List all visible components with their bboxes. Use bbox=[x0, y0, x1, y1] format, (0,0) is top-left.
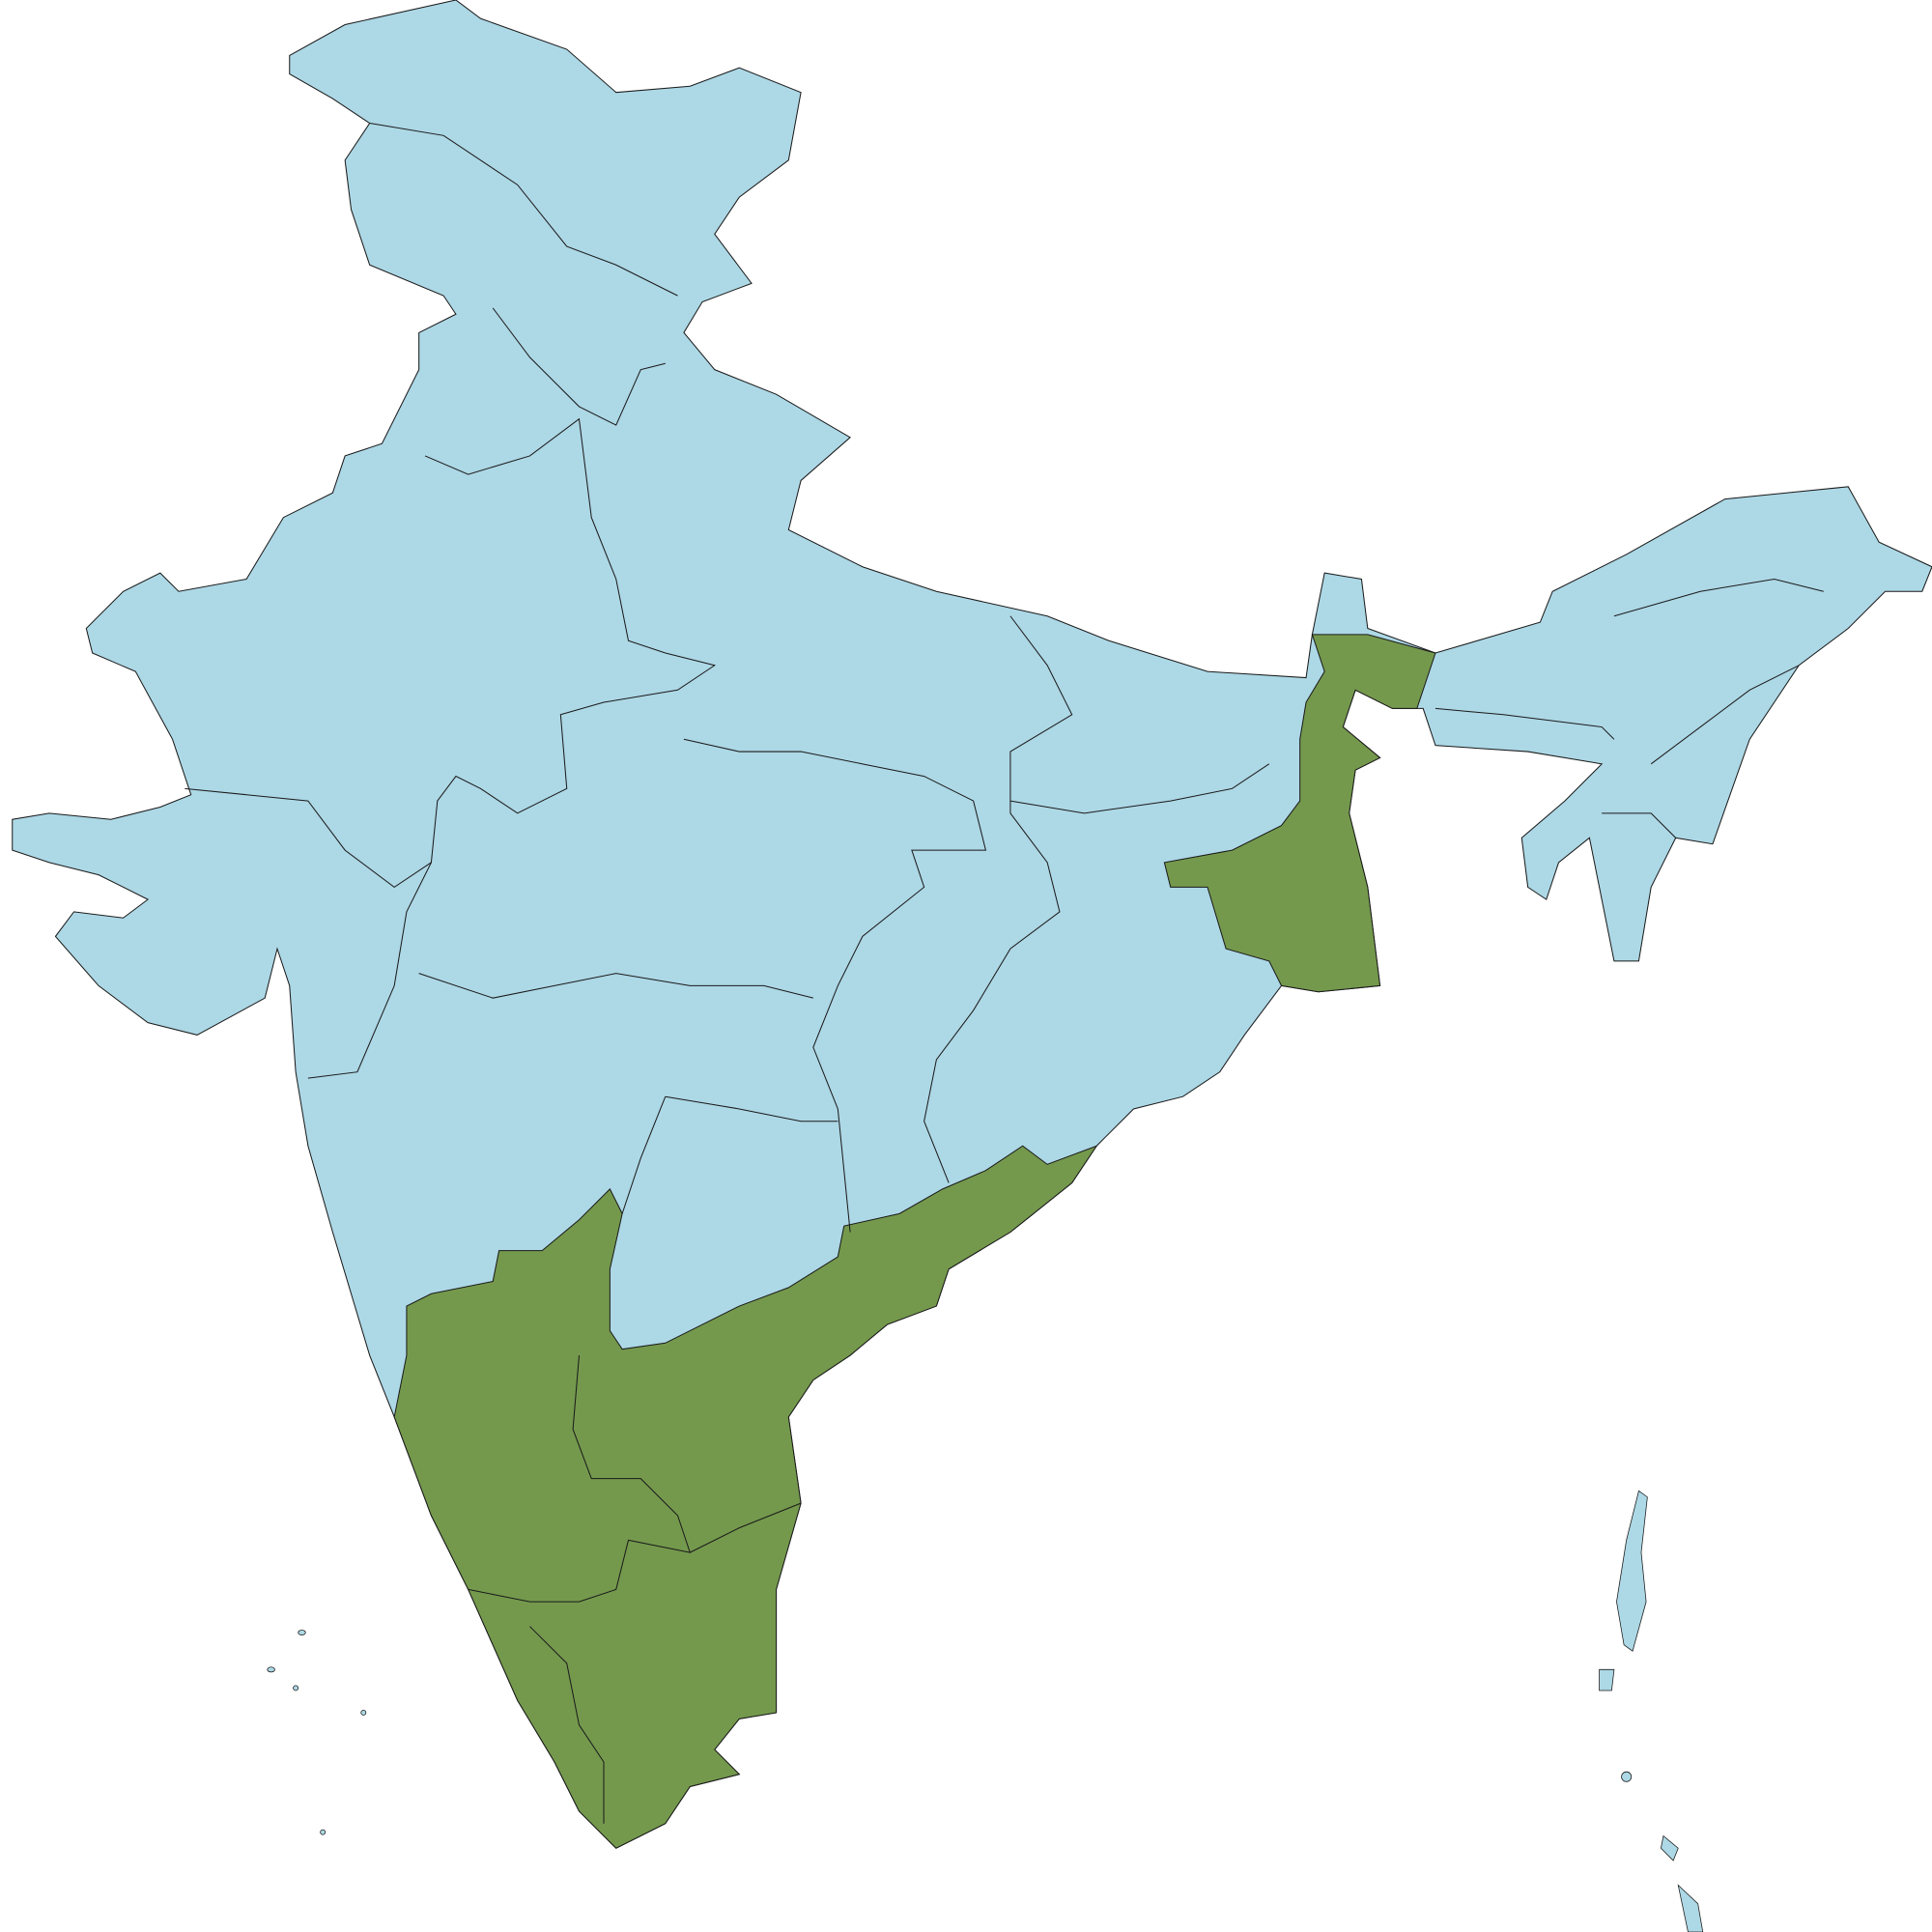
island-west-3 bbox=[293, 1685, 299, 1691]
island-east-5 bbox=[1677, 1884, 1704, 1932]
country-base-region bbox=[12, 0, 1932, 1849]
island-east-2 bbox=[1599, 1668, 1615, 1691]
internal-borders bbox=[185, 123, 1824, 1824]
island-west-2 bbox=[267, 1666, 275, 1673]
island-west-4 bbox=[360, 1710, 367, 1716]
island-west-5 bbox=[320, 1829, 327, 1835]
island-west-1 bbox=[298, 1630, 306, 1635]
island-east-4 bbox=[1660, 1834, 1679, 1861]
highlighted-region-south bbox=[393, 1145, 1098, 1849]
island-chain-east bbox=[1616, 1490, 1648, 1652]
highlighted-region-east bbox=[1163, 634, 1436, 993]
island-east-3 bbox=[1621, 1771, 1633, 1782]
islands bbox=[267, 1490, 1704, 1932]
